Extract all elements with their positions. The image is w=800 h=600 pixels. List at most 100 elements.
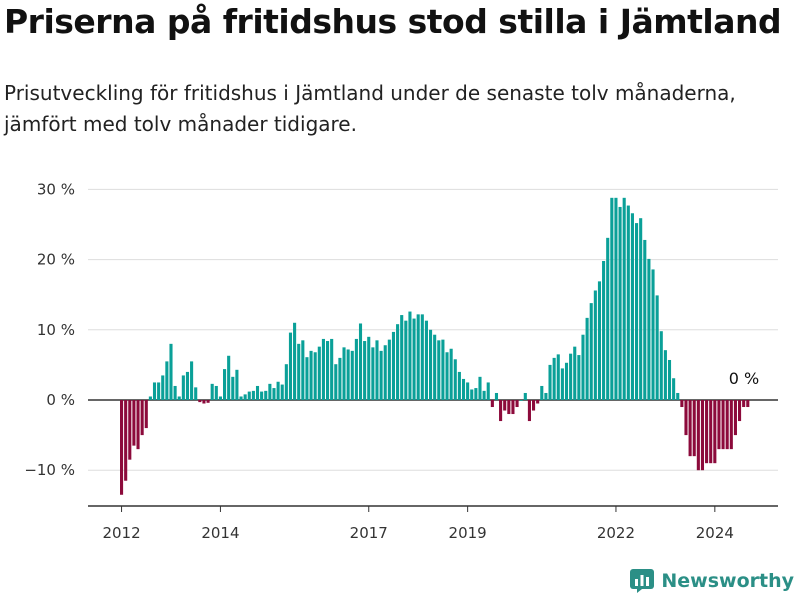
bar	[152, 382, 157, 400]
bar	[709, 400, 713, 464]
bar	[659, 331, 663, 400]
bar	[321, 338, 325, 400]
bar	[738, 400, 742, 422]
bars	[120, 197, 750, 495]
bar	[593, 290, 597, 400]
bar	[606, 237, 610, 400]
bar	[474, 388, 478, 400]
bar	[445, 352, 449, 400]
bar	[503, 400, 507, 411]
bar	[461, 378, 466, 400]
bar	[173, 385, 177, 400]
bar	[441, 339, 445, 400]
bar	[721, 400, 725, 450]
bar	[635, 223, 639, 400]
bar	[725, 400, 729, 450]
bar	[148, 396, 152, 400]
chart-title: Priserna på fritidshus stod stilla i Jäm…	[4, 2, 782, 41]
bar	[124, 400, 128, 481]
bar	[379, 350, 383, 400]
bar	[676, 392, 680, 400]
bar	[227, 355, 231, 400]
bar	[614, 197, 618, 400]
bar	[342, 347, 346, 400]
bar	[223, 369, 227, 400]
bar	[478, 376, 482, 400]
bar	[639, 218, 643, 400]
bar	[564, 362, 569, 400]
bar	[618, 206, 622, 400]
bar	[317, 346, 321, 400]
bar	[581, 334, 585, 400]
brand-logo: Newsworthy	[629, 568, 794, 594]
bar	[684, 400, 688, 436]
bar	[363, 341, 367, 400]
bar	[375, 340, 379, 400]
bar	[194, 387, 198, 400]
bar	[202, 400, 206, 404]
gridlines	[88, 188, 778, 471]
bar	[692, 400, 696, 457]
bar	[416, 314, 420, 400]
bar	[672, 378, 676, 400]
chart-subtitle: Prisutveckling för fritidshus i Jämtland…	[4, 81, 736, 136]
bar	[457, 371, 461, 400]
bar	[437, 340, 441, 400]
bar	[527, 400, 531, 422]
bar	[350, 350, 354, 400]
bar	[597, 281, 602, 400]
bar	[235, 369, 239, 400]
bar	[231, 376, 235, 400]
bar	[705, 400, 709, 464]
x-axis: 2012 2014 2017 2019 2022 2024	[88, 505, 778, 542]
bar	[391, 331, 396, 400]
x-tick-label: 2022	[597, 524, 635, 542]
bar	[622, 197, 626, 400]
bar	[655, 295, 659, 400]
bar	[367, 336, 371, 400]
bar	[733, 400, 737, 436]
x-tick-label: 2014	[201, 524, 239, 542]
bar	[449, 348, 453, 400]
bar	[383, 345, 387, 400]
bar	[433, 334, 437, 400]
bar	[268, 383, 272, 400]
bar	[647, 258, 651, 400]
bar	[486, 382, 490, 400]
bar	[358, 323, 363, 400]
bar	[157, 382, 161, 400]
bar	[651, 269, 655, 400]
bar	[206, 400, 210, 403]
bar	[585, 317, 589, 400]
bar	[453, 359, 457, 400]
bar	[536, 400, 540, 404]
bar	[742, 400, 746, 408]
bar	[573, 346, 577, 400]
bar	[424, 320, 428, 400]
bar	[511, 400, 515, 415]
bar	[251, 390, 255, 400]
x-tick-label: 2019	[449, 524, 487, 542]
bar	[297, 343, 301, 400]
bar	[214, 385, 218, 400]
bar	[494, 392, 499, 400]
bar	[404, 320, 408, 400]
y-tick-label: 20 %	[37, 251, 75, 269]
bar	[218, 396, 222, 400]
bar	[412, 318, 416, 400]
bar	[643, 239, 647, 400]
bar	[540, 385, 544, 400]
bar	[247, 391, 251, 400]
bar	[515, 400, 519, 408]
bar	[293, 322, 297, 400]
bar	[136, 400, 140, 450]
bar	[696, 400, 700, 471]
bar	[466, 382, 470, 400]
bar	[354, 338, 358, 400]
bar	[630, 213, 634, 400]
bar	[272, 388, 276, 400]
bar	[663, 350, 667, 400]
bar	[264, 390, 268, 400]
brand-name: Newsworthy	[661, 570, 794, 592]
